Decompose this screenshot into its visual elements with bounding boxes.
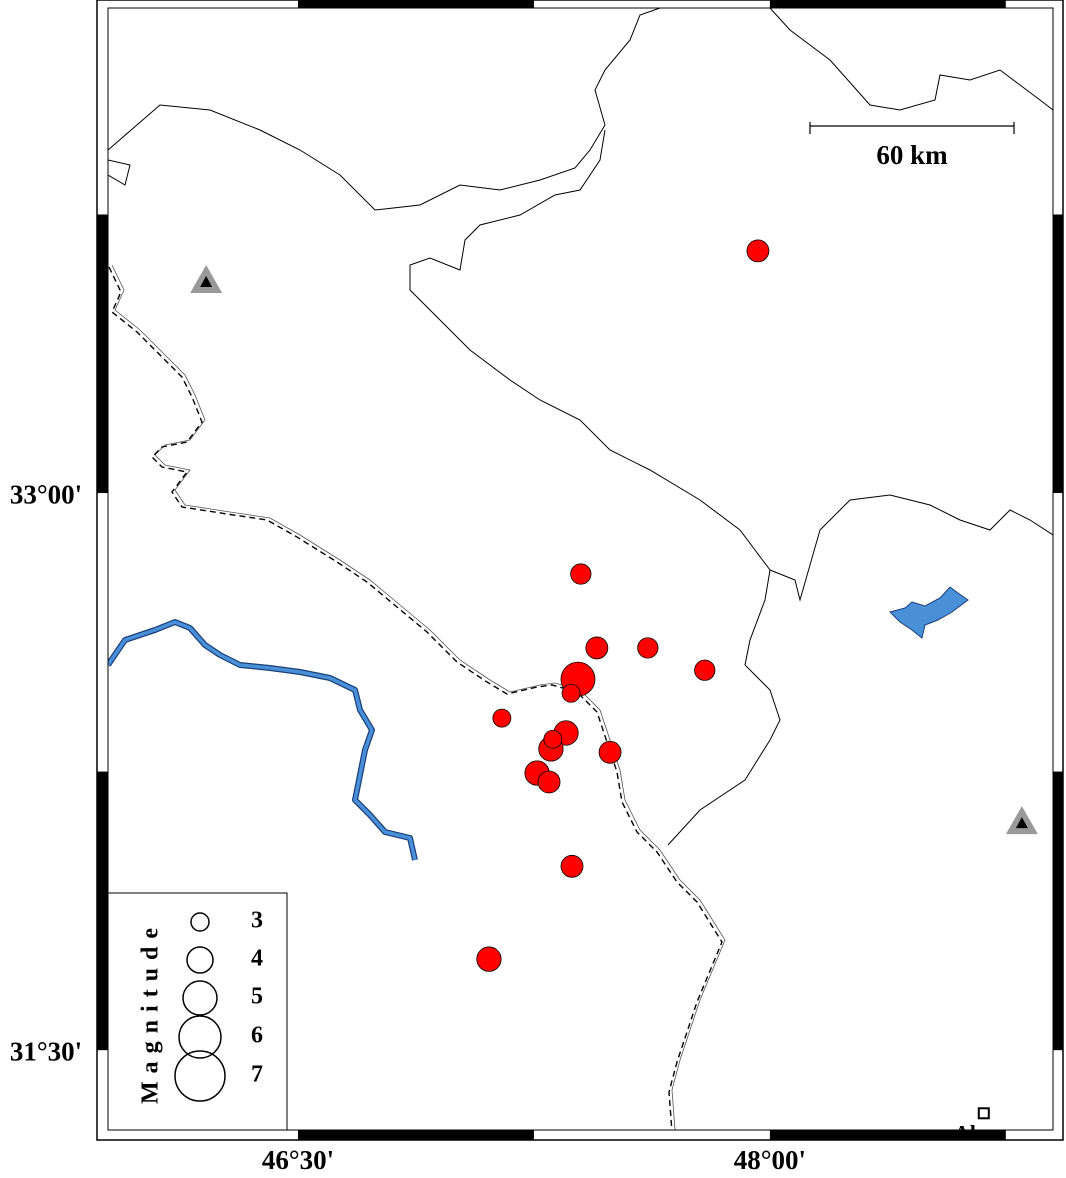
country-border-line [111, 264, 726, 1130]
frame [96, 0, 1064, 1141]
earthquake [537, 770, 561, 794]
earthquake [561, 683, 581, 703]
earthquake [746, 239, 770, 263]
earthquake [637, 637, 659, 659]
frame-bar [769, 1130, 1006, 1140]
legend-circle [178, 1015, 222, 1059]
legend-label: 3 [251, 908, 263, 934]
legend-label: 6 [251, 1023, 263, 1049]
earthquake [694, 659, 716, 681]
frame-bar [298, 0, 534, 8]
earthquake [598, 740, 622, 764]
station-core [1015, 817, 1028, 829]
frame-bar [97, 771, 108, 1051]
frame-bar [298, 1130, 534, 1140]
legend-circle [174, 1050, 226, 1102]
frame-bar [1053, 771, 1063, 1051]
legend-label: 7 [251, 1062, 263, 1088]
station-core [200, 275, 213, 287]
province-boundary [108, 8, 1053, 846]
frame-bar [1053, 214, 1063, 494]
scale-bar-label: 60 km [876, 140, 948, 170]
frame-bar [769, 0, 1006, 8]
earthquake [492, 708, 512, 728]
earthquake [543, 729, 563, 749]
country-border [108, 266, 723, 1130]
earthquake [476, 946, 502, 972]
city-label: Ahvaz [954, 1120, 1014, 1145]
lake [889, 586, 969, 639]
legend-label: 5 [251, 984, 263, 1010]
legend-title: Magnitude [138, 920, 164, 1104]
frame-bar [97, 214, 108, 494]
legend: Magnitude 3 4 5 6 7 [107, 892, 288, 1131]
basemap [108, 8, 1053, 1130]
city-marker [977, 1107, 990, 1120]
river [108, 620, 417, 861]
legend-circle [186, 946, 214, 974]
y-tick-label: 31°30' [10, 1036, 82, 1066]
y-tick-label: 33°00' [10, 479, 82, 509]
legend-circle [182, 980, 218, 1016]
earthquake [585, 636, 609, 660]
map-marks: Ahvaz [190, 239, 1038, 1145]
x-tick-label: 48°00' [734, 1145, 806, 1175]
legend-circle [190, 912, 210, 932]
scale-bar: 60 km [809, 122, 1015, 170]
earthquake [570, 563, 592, 585]
legend-label: 4 [251, 946, 263, 972]
earthquake [560, 854, 584, 878]
x-tick-label: 46°30' [262, 1145, 334, 1175]
